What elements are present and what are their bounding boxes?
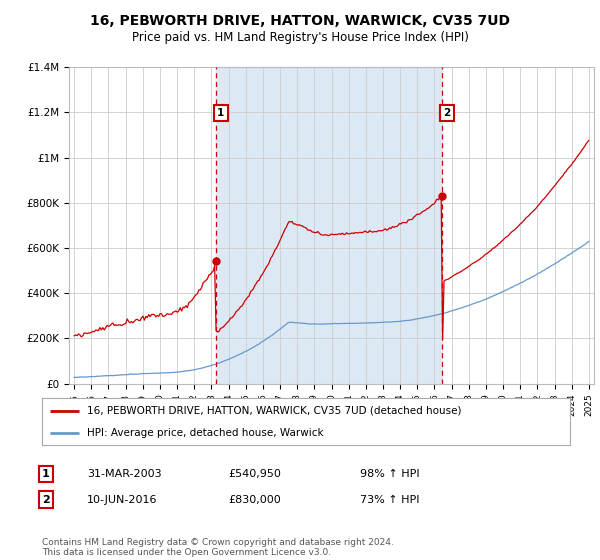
Text: 31-MAR-2003: 31-MAR-2003	[87, 469, 161, 479]
Text: 16, PEBWORTH DRIVE, HATTON, WARWICK, CV35 7UD: 16, PEBWORTH DRIVE, HATTON, WARWICK, CV3…	[90, 14, 510, 28]
Text: Price paid vs. HM Land Registry's House Price Index (HPI): Price paid vs. HM Land Registry's House …	[131, 31, 469, 44]
Text: 2: 2	[42, 494, 49, 505]
Text: 1: 1	[217, 108, 224, 118]
Text: 16, PEBWORTH DRIVE, HATTON, WARWICK, CV35 7UD (detached house): 16, PEBWORTH DRIVE, HATTON, WARWICK, CV3…	[87, 406, 461, 416]
Text: Contains HM Land Registry data © Crown copyright and database right 2024.
This d: Contains HM Land Registry data © Crown c…	[42, 538, 394, 557]
Text: HPI: Average price, detached house, Warwick: HPI: Average price, detached house, Warw…	[87, 428, 323, 438]
Text: £830,000: £830,000	[228, 494, 281, 505]
Text: 2: 2	[443, 108, 451, 118]
Text: 10-JUN-2016: 10-JUN-2016	[87, 494, 157, 505]
Text: £540,950: £540,950	[228, 469, 281, 479]
Bar	[215, 67, 442, 384]
Text: 73% ↑ HPI: 73% ↑ HPI	[360, 494, 419, 505]
Text: 98% ↑ HPI: 98% ↑ HPI	[360, 469, 419, 479]
Text: 1: 1	[42, 469, 49, 479]
